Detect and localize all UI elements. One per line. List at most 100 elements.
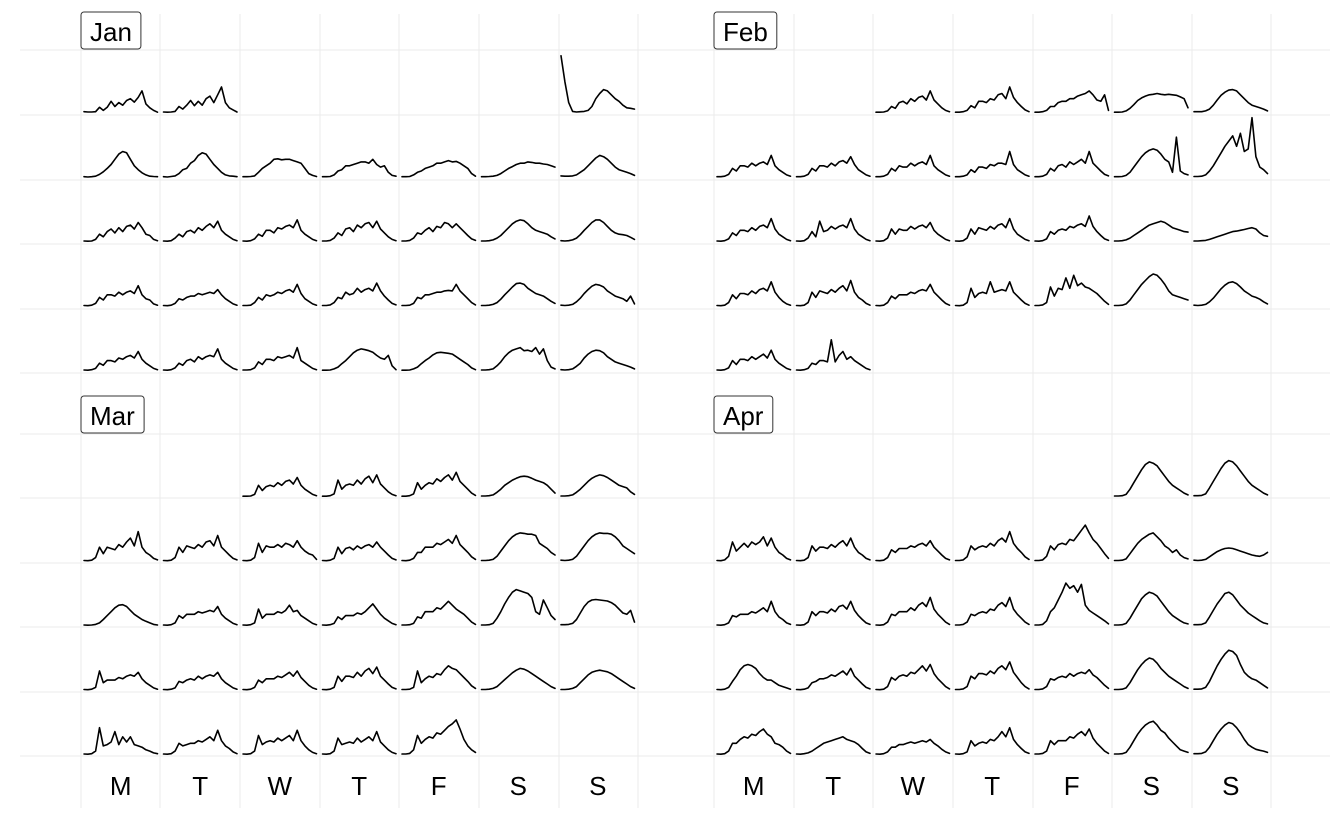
series-line-mar-week1-day4: [321, 474, 397, 497]
strip-label-feb: Feb: [713, 11, 778, 50]
series-line-feb-week3-day7: [1193, 226, 1269, 242]
series-line-feb-week4-day2: [795, 279, 871, 307]
series-layer: [83, 55, 1269, 755]
series-line-feb-week2-day4: [954, 150, 1030, 178]
series-line-mar-week3-day7: [560, 598, 636, 626]
series-line-jan-week1-day1: [83, 90, 159, 113]
series-line-apr-week2-day6: [1113, 532, 1189, 562]
series-line-feb-week4-day7: [1193, 281, 1269, 307]
series-line-mar-week2-day4: [321, 541, 397, 562]
series-line-apr-week4-day2: [795, 667, 871, 691]
series-line-feb-week3-day3: [875, 221, 951, 242]
series-line-feb-week1-day5: [1034, 90, 1110, 113]
series-line-mar-week1-day3: [242, 476, 318, 497]
series-line-apr-week4-day5: [1034, 668, 1110, 691]
series-line-jan-week3-day3: [242, 219, 318, 242]
strip-label-text: Mar: [90, 401, 135, 431]
series-line-mar-week3-day1: [83, 603, 159, 626]
series-line-apr-week2-day5: [1034, 524, 1110, 562]
series-line-jan-week5-day7: [560, 349, 636, 371]
series-line-jan-week4-day2: [162, 288, 238, 307]
x-tick-label-left-2: T: [192, 771, 208, 801]
x-tick-label-right-4: T: [984, 771, 1000, 801]
strip-label-jan: Jan: [80, 11, 142, 50]
series-line-jan-week5-day4: [321, 348, 397, 371]
series-line-mar-week4-day3: [242, 670, 318, 691]
series-line-apr-week3-day3: [875, 596, 951, 626]
series-line-mar-week4-day1: [83, 670, 159, 691]
series-line-jan-week3-day1: [83, 221, 159, 242]
series-line-feb-week1-day3: [875, 90, 951, 113]
series-line-apr-week5-day2: [795, 736, 871, 755]
series-line-mar-week2-day5: [401, 534, 477, 562]
x-tick-label-right-7: S: [1222, 771, 1239, 801]
series-line-jan-week2-day2: [162, 152, 238, 178]
series-line-mar-week1-day5: [401, 471, 477, 497]
strip-label-apr: Apr: [713, 395, 774, 434]
series-line-apr-week3-day5: [1034, 582, 1110, 626]
series-line-apr-week5-day5: [1034, 728, 1110, 755]
series-line-mar-week3-day6: [480, 588, 556, 626]
strip-label-box: [713, 395, 774, 434]
series-line-mar-week3-day5: [401, 600, 477, 626]
strip-label-box: [80, 11, 142, 50]
series-line-jan-week4-day3: [242, 283, 318, 307]
series-line-jan-week3-day5: [401, 221, 477, 242]
series-line-jan-week3-day7: [560, 219, 636, 242]
series-line-apr-week5-day4: [954, 726, 1030, 755]
series-line-apr-week3-day6: [1113, 591, 1189, 626]
series-line-apr-week1-day6: [1113, 461, 1189, 497]
series-line-apr-week5-day6: [1113, 720, 1189, 755]
series-line-feb-week5-day2: [795, 339, 871, 371]
series-line-apr-week4-day6: [1113, 657, 1189, 691]
series-line-mar-week2-day1: [83, 530, 159, 562]
series-line-apr-week4-day1: [716, 663, 792, 691]
series-line-feb-week3-day6: [1113, 220, 1189, 242]
series-line-feb-week2-day5: [1034, 150, 1110, 178]
series-line-jan-week3-day2: [162, 220, 238, 242]
series-line-jan-week4-day1: [83, 284, 159, 307]
x-tick-label-left-3: W: [267, 771, 292, 801]
series-line-mar-week4-day4: [321, 666, 397, 691]
series-line-apr-week2-day7: [1193, 547, 1269, 562]
series-line-apr-week2-day3: [875, 539, 951, 562]
series-line-mar-week4-day7: [560, 669, 636, 691]
series-line-mar-week5-day5: [401, 719, 477, 755]
series-line-mar-week4-day5: [401, 665, 477, 691]
series-line-feb-week2-day7: [1193, 116, 1269, 178]
series-line-feb-week3-day4: [954, 217, 1030, 242]
series-line-mar-week5-day4: [321, 730, 397, 755]
series-line-apr-week3-day4: [954, 596, 1030, 626]
series-line-feb-week4-day4: [954, 281, 1030, 307]
series-line-feb-week1-day4: [954, 86, 1030, 113]
series-line-jan-week4-day7: [560, 283, 636, 307]
series-line-apr-week3-day2: [795, 600, 871, 626]
series-line-mar-week2-day6: [480, 532, 556, 562]
series-line-jan-week1-day7: [560, 55, 636, 113]
series-line-jan-week5-day5: [401, 351, 477, 371]
series-line-jan-week2-day5: [401, 159, 477, 178]
series-line-apr-week4-day4: [954, 661, 1030, 691]
series-line-mar-week5-day3: [242, 729, 318, 755]
series-line-feb-week2-day3: [875, 154, 951, 178]
series-line-feb-week2-day6: [1113, 136, 1189, 178]
series-line-mar-week5-day2: [162, 729, 238, 755]
series-line-apr-week4-day7: [1193, 649, 1269, 690]
x-tick-label-left-1: M: [110, 771, 132, 801]
series-line-jan-week3-day6: [480, 219, 556, 242]
series-line-apr-week3-day7: [1193, 591, 1269, 626]
series-line-mar-week2-day3: [242, 539, 318, 562]
x-tick-label-right-1: M: [743, 771, 765, 801]
x-tick-label-right-3: W: [900, 771, 925, 801]
series-line-feb-week4-day3: [875, 283, 951, 307]
series-line-jan-week4-day5: [401, 283, 477, 307]
strip-label-mar: Mar: [80, 395, 145, 434]
series-line-feb-week2-day1: [716, 154, 792, 178]
series-line-apr-week5-day1: [716, 728, 792, 755]
series-line-mar-week2-day2: [162, 534, 238, 562]
series-line-jan-week2-day6: [480, 161, 556, 178]
series-line-mar-week4-day6: [480, 667, 556, 691]
series-line-apr-week5-day3: [875, 738, 951, 755]
x-tick-label-left-5: F: [431, 771, 447, 801]
